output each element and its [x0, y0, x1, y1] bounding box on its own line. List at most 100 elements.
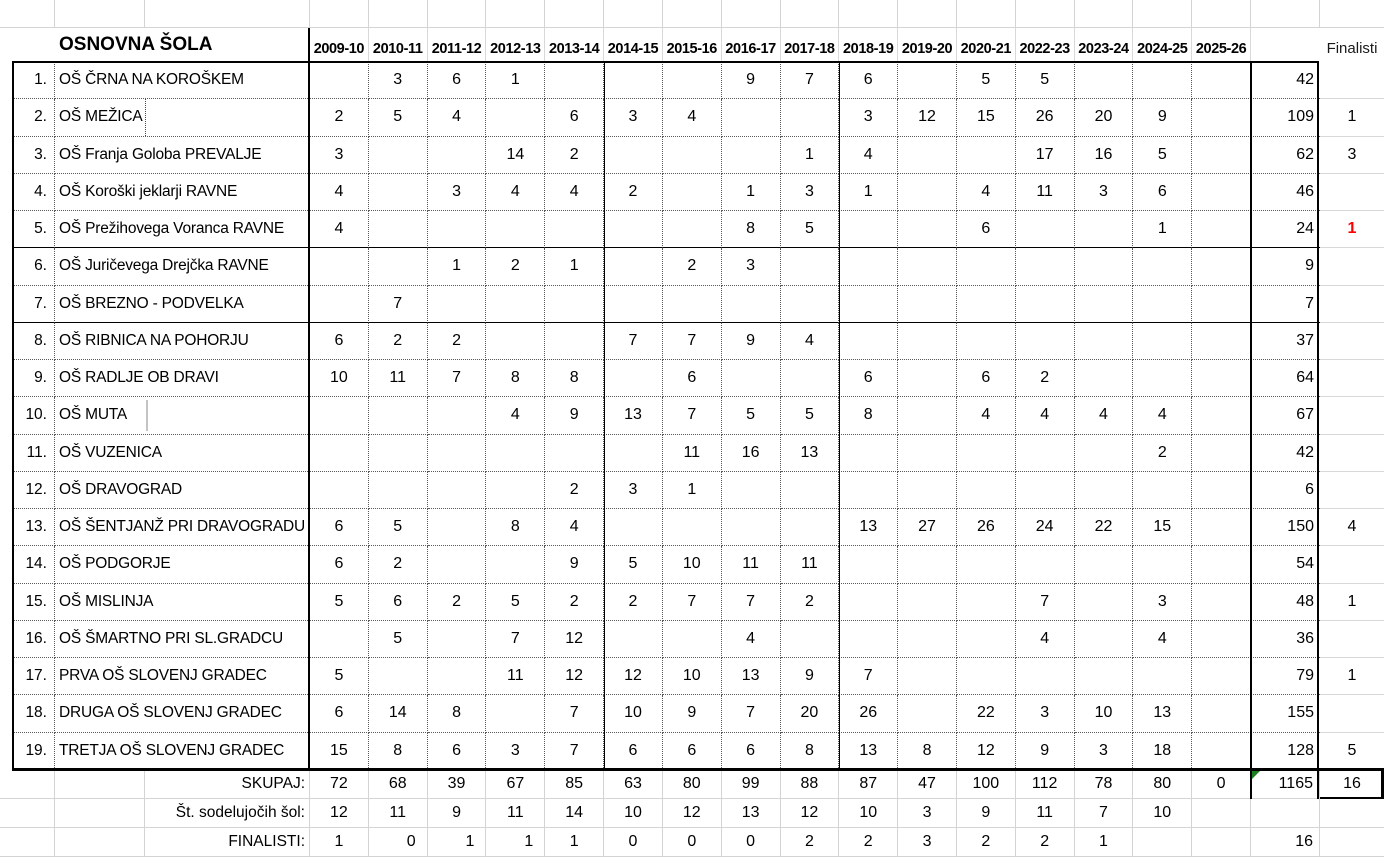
value-cell[interactable] [956, 620, 1016, 658]
school-name-cell[interactable]: OŠ VUZENICA [55, 435, 310, 472]
value-cell[interactable] [1133, 360, 1193, 398]
value-cell[interactable] [839, 583, 899, 621]
value-cell[interactable]: 4 [310, 211, 369, 249]
value-cell[interactable]: 9 [1015, 732, 1075, 770]
value-cell[interactable]: 5 [368, 99, 428, 137]
row-rank[interactable]: 4. [12, 173, 55, 211]
value-cell[interactable]: 7 [368, 285, 428, 323]
value-cell[interactable] [780, 471, 840, 509]
total-cell[interactable]: 42 [1251, 435, 1320, 472]
value-cell[interactable] [1192, 285, 1251, 323]
value-cell[interactable]: 1 [1133, 211, 1193, 249]
value-cell[interactable]: 8 [545, 360, 605, 398]
value-cell[interactable]: 10 [662, 546, 722, 584]
value-cell[interactable]: 2 [427, 322, 487, 360]
footer-value-cell[interactable]: 1 [1074, 827, 1134, 857]
value-cell[interactable]: 26 [839, 695, 899, 733]
total-cell[interactable]: 42 [1251, 62, 1320, 100]
value-cell[interactable] [1192, 658, 1251, 696]
value-cell[interactable] [1192, 136, 1251, 174]
value-cell[interactable] [368, 211, 428, 249]
value-cell[interactable] [956, 322, 1016, 360]
value-cell[interactable]: 7 [780, 62, 840, 100]
value-cell[interactable] [1192, 99, 1251, 137]
footer-value-cell[interactable]: 2 [1015, 827, 1075, 857]
value-cell[interactable]: 26 [956, 509, 1016, 547]
footer-value-cell[interactable]: 78 [1074, 769, 1134, 799]
value-cell[interactable] [368, 173, 428, 211]
footer-value-cell[interactable]: 0 [721, 827, 781, 857]
value-cell[interactable]: 6 [368, 583, 428, 621]
value-cell[interactable]: 2 [1133, 434, 1193, 472]
school-name-cell[interactable]: OŠ Franja Goloba PREVALJE [55, 137, 310, 174]
value-cell[interactable] [1192, 211, 1251, 249]
value-cell[interactable]: 6 [310, 322, 369, 360]
value-cell[interactable] [427, 136, 487, 174]
value-cell[interactable]: 7 [545, 695, 605, 733]
value-cell[interactable]: 9 [780, 658, 840, 696]
value-cell[interactable] [1133, 322, 1193, 360]
footer-value-cell[interactable] [1192, 798, 1251, 828]
value-cell[interactable]: 5 [310, 658, 369, 696]
school-name-cell[interactable]: DRUGA OŠ SLOVENJ GRADEC [55, 695, 310, 733]
value-cell[interactable] [956, 471, 1016, 509]
row-rank[interactable]: 17. [12, 658, 55, 696]
value-cell[interactable]: 7 [1015, 583, 1075, 621]
total-cell[interactable]: 150 [1251, 509, 1320, 547]
value-cell[interactable]: 1 [780, 136, 840, 174]
school-name-cell[interactable]: OŠ PODGORJE [55, 546, 310, 584]
value-cell[interactable]: 4 [545, 509, 605, 547]
value-cell[interactable] [368, 471, 428, 509]
footer-value-cell[interactable]: 67 [486, 769, 546, 799]
value-cell[interactable] [1074, 620, 1134, 658]
value-cell[interactable]: 22 [956, 695, 1016, 733]
value-cell[interactable] [545, 211, 605, 249]
footer-cell[interactable] [12, 769, 55, 799]
value-cell[interactable]: 2 [368, 322, 428, 360]
value-cell[interactable] [721, 360, 781, 398]
footer-value-cell[interactable]: 99 [721, 769, 781, 799]
value-cell[interactable]: 13 [780, 434, 840, 472]
value-cell[interactable]: 6 [427, 732, 487, 770]
footer-label[interactable]: Št. sodelujočih šol: [145, 798, 310, 828]
value-cell[interactable] [486, 471, 546, 509]
finalists-cell[interactable] [1320, 621, 1384, 658]
value-cell[interactable] [604, 620, 663, 658]
value-cell[interactable] [1133, 471, 1193, 509]
value-cell[interactable]: 3 [604, 99, 663, 137]
footer-value-cell[interactable]: 0 [368, 827, 428, 857]
value-cell[interactable]: 6 [662, 732, 722, 770]
value-cell[interactable]: 14 [368, 695, 428, 733]
value-cell[interactable]: 8 [368, 732, 428, 770]
value-cell[interactable]: 13 [839, 509, 899, 547]
value-cell[interactable] [1192, 732, 1251, 770]
value-cell[interactable] [1015, 434, 1075, 472]
school-name-cell[interactable]: TRETJA OŠ SLOVENJ GRADEC [55, 733, 310, 770]
school-name-cell[interactable]: OŠ Prežihovega Voranca RAVNE [55, 211, 310, 249]
value-cell[interactable] [1074, 583, 1134, 621]
value-cell[interactable]: 2 [545, 136, 605, 174]
footer-value-cell[interactable]: 9 [956, 798, 1016, 828]
value-cell[interactable] [1074, 62, 1134, 100]
value-cell[interactable] [780, 509, 840, 547]
row-rank[interactable]: 8. [12, 322, 55, 360]
row-rank[interactable]: 9. [12, 360, 55, 398]
footer-label[interactable]: FINALISTI: [145, 827, 310, 857]
footer-value-cell[interactable]: 0 [604, 827, 663, 857]
value-cell[interactable] [780, 360, 840, 398]
value-cell[interactable] [662, 62, 722, 100]
value-cell[interactable] [368, 658, 428, 696]
value-cell[interactable]: 11 [486, 658, 546, 696]
footer-value-cell[interactable]: 7 [1074, 798, 1134, 828]
value-cell[interactable] [368, 248, 428, 286]
value-cell[interactable]: 3 [1015, 695, 1075, 733]
finalists-cell[interactable]: 3 [1320, 137, 1384, 174]
footer-value-cell[interactable] [1192, 827, 1251, 857]
value-cell[interactable]: 4 [1015, 620, 1075, 658]
value-cell[interactable] [1074, 658, 1134, 696]
value-cell[interactable]: 1 [839, 173, 899, 211]
value-cell[interactable]: 6 [310, 509, 369, 547]
school-name-cell[interactable]: OŠ ČRNA NA KOROŠKEM [55, 62, 310, 100]
value-cell[interactable]: 8 [486, 509, 546, 547]
value-cell[interactable] [1192, 397, 1251, 435]
